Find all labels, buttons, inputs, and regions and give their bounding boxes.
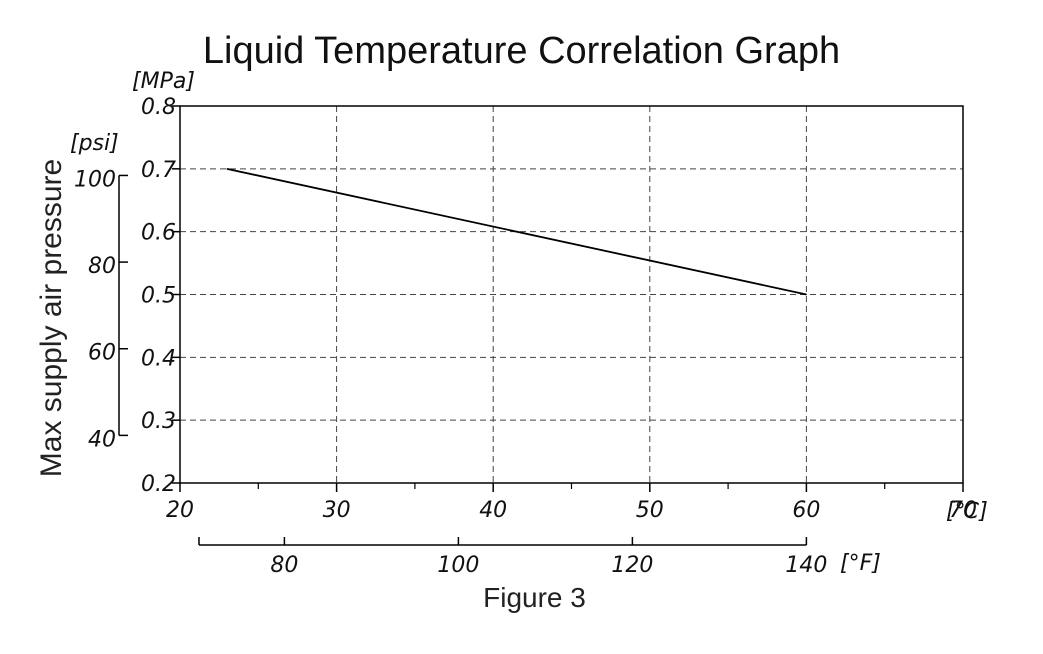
psi-tick-label: 60 [88,341,116,366]
y-tick-label: 0.6 [141,221,176,246]
x-tick-label: 50 [636,498,664,523]
y-tick-label: 0.7 [141,158,176,183]
x-tick-label: 30 [323,498,351,523]
x-tick-label: 70 [949,498,977,523]
x-unit-celsius-label: [℃] [946,499,988,524]
series-line [226,167,807,296]
x-tick-label: 60 [792,498,820,523]
psi-tick-label: 80 [88,254,116,279]
x-tick-label: 40 [479,498,507,523]
y-tick-label: 0.3 [141,409,176,434]
x-unit-fahrenheit-label: [°F] [840,551,881,576]
fahrenheit-tick-label: 140 [785,553,827,578]
fahrenheit-tick-label: 120 [611,553,653,578]
y-tick-label: 0.2 [141,472,176,497]
psi-tick-label: 100 [74,167,116,192]
labels-layer: 20 30 40 50 60 70 0.2 0.3 0.4 0.5 0.6 0.7 0.8 40 60 80 1… [74,95,977,578]
series-layer [226,167,807,296]
fahrenheit-tick-label: 100 [437,553,479,578]
y-tick-label: 0.5 [141,284,176,309]
grid-layer [180,106,963,483]
y-unit-psi-label: [psi] [70,131,119,156]
data-point [805,294,807,295]
y-tick-label: 0.8 [141,95,176,120]
chart-title: Liquid Temperature Correlation Graph [202,30,841,72]
x-tick-label: 20 [166,498,194,523]
fahrenheit-tick-label: 80 [270,553,298,578]
figure-caption: Figure 3 [483,582,586,613]
y-tick-label: 0.4 [141,346,176,371]
data-point [226,168,228,170]
ticks-layer [118,105,964,546]
psi-tick-label: 40 [88,427,116,452]
y-unit-mpa-label: [MPa] [132,69,195,94]
